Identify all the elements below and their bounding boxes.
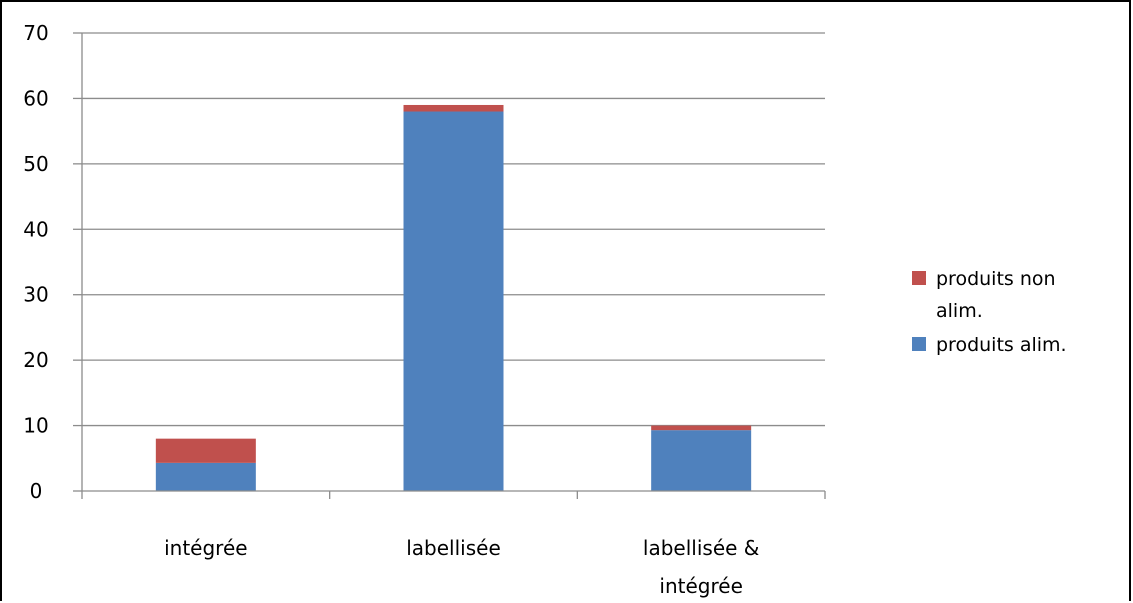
- category-label: labellisée & intégrée: [643, 536, 759, 598]
- bar-non-alim-2: [651, 425, 752, 431]
- category-label: labellisée: [406, 536, 501, 560]
- legend-label-line: produits alim.: [936, 334, 1067, 356]
- legend-swatch-alim: [912, 337, 926, 351]
- category-label-line: intégrée: [164, 536, 247, 560]
- bar-alim-1: [403, 111, 504, 491]
- y-tick-label: 50: [23, 152, 48, 176]
- legend-label: produits alim.: [936, 334, 1067, 356]
- legend-label: produits non alim.: [936, 268, 1056, 322]
- y-tick-label: 30: [23, 283, 48, 307]
- y-tick-label: 60: [23, 86, 48, 110]
- bar-alim-0: [155, 462, 256, 491]
- category-labels: intégrée labellisée labellisée & intégrée: [164, 536, 759, 598]
- axes: [73, 32, 826, 499]
- category-label: intégrée: [164, 536, 247, 560]
- legend-label-line: alim.: [936, 300, 983, 322]
- category-label-line: intégrée: [659, 574, 742, 598]
- y-tick-label: 70: [23, 21, 48, 45]
- y-tick-labels: 0 10 20 30 40 50 60 70: [23, 21, 48, 503]
- bar-alim-2: [651, 430, 752, 491]
- category-label-line: labellisée: [406, 536, 501, 560]
- bar-non-alim-0: [155, 438, 256, 463]
- y-tick-label: 40: [23, 217, 48, 241]
- y-tick-label: 20: [23, 348, 48, 372]
- y-tick-label: 10: [23, 414, 48, 438]
- category-label-line: labellisée &: [643, 536, 759, 560]
- bars: [155, 104, 752, 491]
- legend: produits non alim. produits alim.: [912, 268, 1067, 356]
- y-tick-label: 0: [30, 479, 43, 503]
- legend-label-line: produits non: [936, 268, 1056, 290]
- legend-swatch-non-alim: [912, 271, 926, 285]
- bar-non-alim-1: [403, 104, 504, 112]
